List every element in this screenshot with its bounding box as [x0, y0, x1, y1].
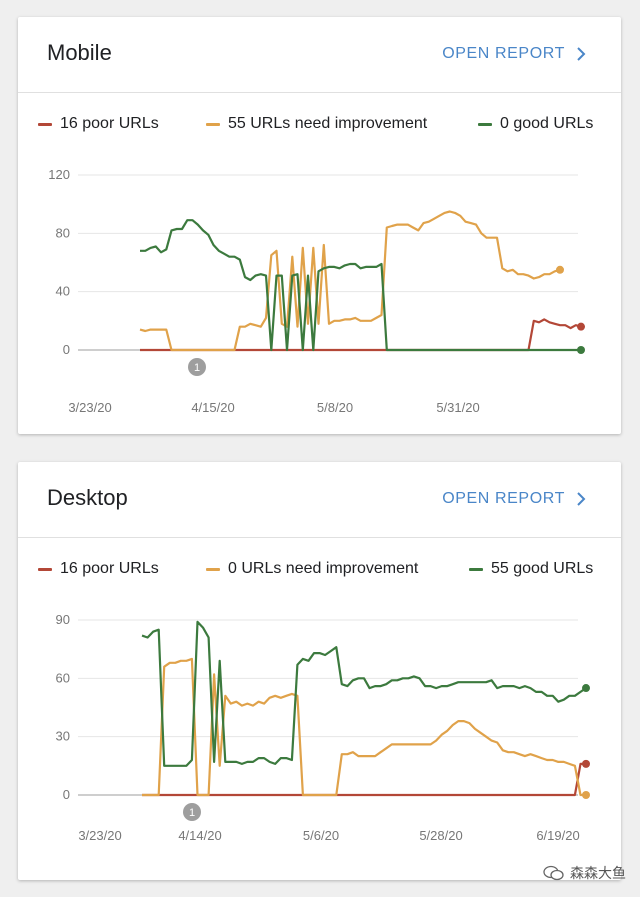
y-tick-label: 40 [56, 284, 70, 299]
open-report-label: OPEN REPORT [442, 490, 565, 507]
x-tick-label: 6/19/20 [536, 828, 579, 843]
chat-bubbles-icon [543, 865, 564, 881]
y-tick-label: 30 [56, 729, 70, 744]
y-tick-label: 90 [56, 612, 70, 627]
y-tick-label: 0 [63, 342, 70, 357]
annotation-label: 1 [194, 362, 200, 374]
legend-swatch [469, 567, 483, 571]
legend-swatch [38, 122, 52, 126]
legend-item-poor[interactable]: 16 poor URLs [38, 560, 159, 578]
series-line-improve [142, 657, 586, 797]
open-report-label: OPEN REPORT [442, 45, 565, 62]
x-tick-label: 5/8/20 [317, 400, 353, 415]
annotation-marker [183, 803, 201, 821]
card-title: Mobile [47, 40, 112, 65]
legend-label: 0 URLs need improvement [228, 560, 419, 577]
desktop-line-chart: 0 30 60 90 3/23/20 4/14/20 5/6/20 5/28/20 6/19/2… [56, 612, 590, 843]
desktop-card: Desktop OPEN REPORT 16 poor URLs 0 URLs … [18, 462, 621, 880]
legend-label: 0 good URLs [500, 115, 594, 132]
y-tick-label: 0 [63, 787, 70, 802]
divider [18, 537, 621, 538]
series-endpoint-poor [582, 759, 590, 768]
series-endpoint-good [582, 684, 590, 693]
legend-swatch [206, 567, 220, 571]
legend-swatch [478, 122, 492, 126]
series-endpoint-improve [556, 265, 564, 274]
legend-label: 16 poor URLs [60, 115, 159, 132]
series-endpoint-improve [582, 791, 590, 799]
y-tick-label: 80 [56, 225, 70, 240]
divider [18, 92, 621, 93]
x-tick-label: 4/14/20 [178, 828, 221, 843]
x-tick-label: 3/23/20 [78, 828, 121, 843]
y-tick-label: 60 [56, 670, 70, 685]
legend-item-good[interactable]: 0 good URLs [478, 115, 593, 133]
legend-swatch [206, 122, 220, 126]
legend-item-poor[interactable]: 16 poor URLs [38, 115, 159, 133]
y-tick-label: 120 [48, 167, 70, 182]
series-line-good [140, 219, 581, 352]
legend-label: 55 URLs need improvement [228, 115, 428, 132]
x-tick-label: 5/6/20 [303, 828, 339, 843]
legend-label: 16 poor URLs [60, 560, 159, 577]
legend-swatch [38, 567, 52, 571]
mobile-line-chart: 0 40 80 120 3/23/20 4/15/20 5/8/20 5/31/20 1 [48, 167, 585, 415]
series-endpoint-good [577, 346, 585, 354]
legend: 16 poor URLs 0 URLs need improvement 55 … [38, 560, 611, 582]
annotation-marker [188, 358, 206, 376]
watermark-text: 森森大鱼 [570, 865, 626, 881]
x-tick-label: 5/31/20 [436, 400, 479, 415]
chevron-right-icon [577, 492, 586, 506]
legend: 16 poor URLs 55 URLs need improvement 0 … [38, 115, 611, 137]
x-tick-label: 3/23/20 [68, 400, 111, 415]
annotation-label: 1 [189, 807, 195, 819]
legend-label: 55 good URLs [491, 560, 594, 577]
card-title: Desktop [47, 485, 128, 510]
x-tick-label: 4/15/20 [191, 400, 234, 415]
open-report-link[interactable]: OPEN REPORT [442, 490, 589, 508]
legend-item-good[interactable]: 55 good URLs [469, 560, 593, 578]
legend-item-improve[interactable]: 55 URLs need improvement [206, 115, 427, 133]
chevron-right-icon [577, 47, 586, 61]
open-report-link[interactable]: OPEN REPORT [442, 45, 589, 63]
x-tick-label: 5/28/20 [419, 828, 462, 843]
mobile-card: Mobile OPEN REPORT 16 poor URLs 55 URLs … [18, 17, 621, 434]
series-line-poor [140, 318, 582, 352]
series-line-improve [139, 210, 561, 352]
series-endpoint-poor [577, 322, 585, 331]
legend-item-improve[interactable]: 0 URLs need improvement [206, 560, 418, 578]
watermark: 森森大鱼 [543, 863, 626, 883]
series-line-good [141, 620, 587, 767]
